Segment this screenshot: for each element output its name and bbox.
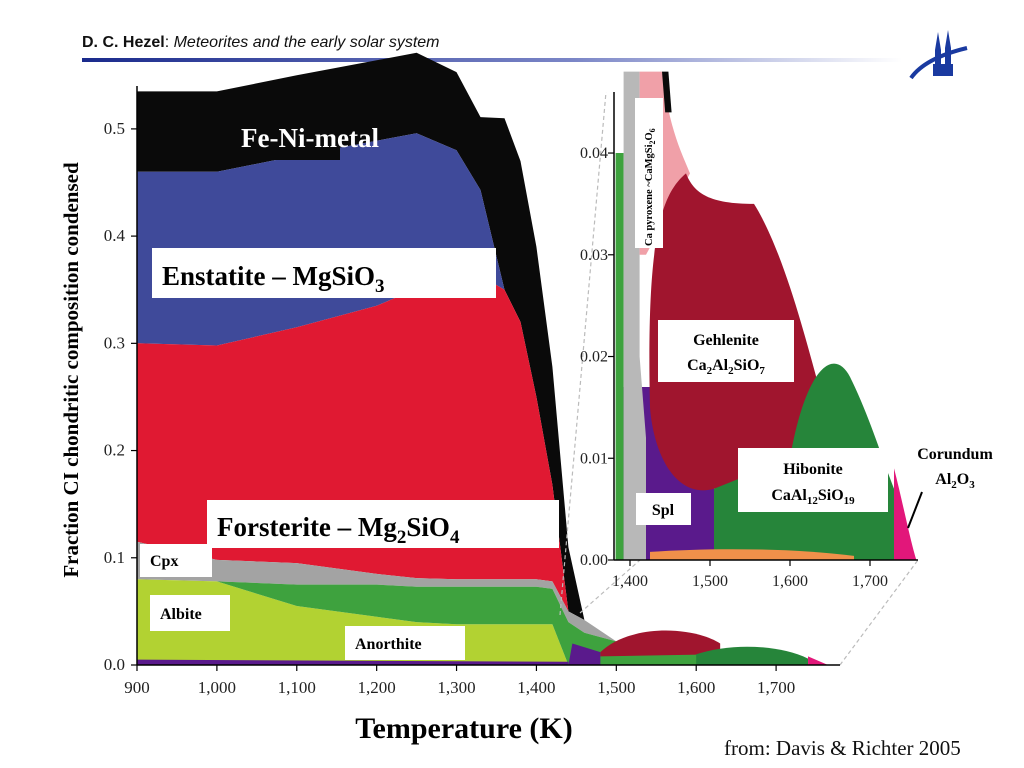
main-x-tick-label: 1,500	[597, 678, 635, 697]
hibonite-label-box	[738, 448, 888, 512]
forsterite-label-sub2: 4	[450, 527, 460, 548]
fe-ni-metal-region	[137, 52, 824, 666]
ca-pyroxene-sub1: 2	[648, 140, 657, 144]
main-y-tick-label: 0.1	[104, 548, 125, 567]
header-separator: :	[164, 34, 170, 51]
fe-ni-metal-label: Fe-Ni-metal	[241, 123, 379, 153]
hibonite-formula: CaAl12SiO19	[771, 487, 855, 507]
corundum-label: Corundum	[917, 446, 993, 463]
main-x-tick-label: 1,000	[198, 678, 236, 697]
lecture-subtitle: Meteorites and the early solar system	[173, 34, 440, 51]
gehlenite-label-box	[658, 320, 794, 382]
gehlenite-label: Gehlenite	[693, 332, 759, 349]
enstatite-label: Enstatite – MgSiO3	[162, 261, 385, 297]
ca-pyroxene-label: Ca pyroxene ~CaMgSi2O6	[644, 128, 657, 246]
main-y-tick-label: 0.3	[104, 333, 125, 352]
inset-y-tick-label: 0.01	[580, 450, 608, 467]
source-citation: from: Davis & Richter 2005	[724, 736, 961, 760]
cathedral-logo-icon	[909, 30, 968, 80]
main-y-tick-label: 0.4	[104, 226, 126, 245]
main-hibonite-region	[696, 646, 809, 665]
main-y-tick-label: 0.5	[104, 119, 125, 138]
inset-y-tick-label: 0.03	[580, 247, 608, 264]
zoom-guide-right	[839, 559, 919, 666]
ca-pyroxene-label-box	[635, 98, 663, 248]
inset-x-tick-label: 1,400	[612, 573, 648, 590]
enstatite-label-text: Enstatite – MgSiO	[162, 261, 375, 291]
enstatite-label-sub: 3	[375, 276, 385, 297]
inset-ca-pyroxene-region	[623, 71, 646, 561]
main-x-tick-label: 1,600	[677, 678, 715, 697]
zoom-guide-left	[579, 559, 641, 614]
main-corundum-region	[808, 656, 829, 665]
ca-pyroxene-label-text: Ca pyroxene ~CaMgSi	[644, 144, 655, 246]
metal-label-box	[255, 118, 340, 160]
inset-y-tick-label: 0.00	[580, 552, 608, 569]
main-x-tick-label: 1,400	[517, 678, 555, 697]
albite-region	[137, 579, 824, 665]
spl-label-box	[636, 493, 691, 525]
anorthite-region	[137, 579, 824, 665]
ca-pyroxene-sub2: 6	[648, 128, 657, 132]
x-axis-title: Temperature (K)	[355, 712, 572, 745]
zoom-guide-top	[559, 91, 607, 616]
main-x-tick-label: 1,300	[437, 678, 475, 697]
main-axes: 900 1,000 1,100 1,200 1,300 1,400 1,500 1,600 1,…	[104, 86, 840, 697]
inset-orange-phase-strip	[650, 549, 854, 560]
main-x-tick-label: 900	[124, 678, 150, 697]
main-x-tick-label: 1,700	[757, 678, 795, 697]
inset-x-tick-label: 1,700	[852, 573, 888, 590]
author-name: D. C. Hezel	[82, 34, 165, 51]
enstatite-label-box	[152, 248, 496, 298]
main-bottom-spinel-strip	[137, 659, 569, 665]
main-y-tick-label: 0.0	[104, 655, 125, 674]
corundum-formula: Al2O3	[935, 471, 975, 491]
forsterite-label: Forsterite – Mg2SiO4	[217, 512, 460, 548]
hibonite-label: Hibonite	[783, 461, 843, 478]
albite-label-box	[150, 595, 230, 631]
anorthite-label-box	[345, 626, 465, 660]
forsterite-label-mid: SiO	[406, 512, 450, 542]
forsterite-region	[137, 275, 824, 665]
inset-axes: 1,400 1,500 1,600 1,700 0.00 0.01 0.02 0.03 0.04	[580, 92, 918, 590]
cpx-label-box	[140, 544, 212, 577]
anorthite-label: Anorthite	[355, 636, 422, 653]
main-x-tick-label: 1,100	[278, 678, 316, 697]
slide-header: D. C. Hezel: Meteorites and the early so…	[82, 34, 439, 52]
main-x-tick-label: 1,200	[358, 678, 396, 697]
corundum-pointer	[907, 491, 923, 529]
y-axis-title: Fraction CI chondritic composition conde…	[59, 162, 83, 578]
cpx-region	[137, 541, 824, 665]
header-rule	[82, 58, 902, 62]
inset-corundum-region	[894, 468, 917, 560]
forsterite-label-sub1: 2	[397, 527, 407, 548]
inset-x-tick-label: 1,500	[692, 573, 728, 590]
forsterite-label-box	[207, 500, 559, 548]
main-spinel-region	[568, 643, 601, 665]
ca-pyroxene-mid: O	[644, 132, 655, 140]
forsterite-label-text: Forsterite – Mg	[217, 512, 397, 542]
inset-x-tick-label: 1,600	[772, 573, 808, 590]
main-y-tick-label: 0.2	[104, 441, 125, 460]
inset-y-tick-label: 0.04	[580, 145, 608, 162]
albite-label: Albite	[160, 606, 202, 623]
spl-label: Spl	[652, 502, 675, 519]
inset-y-tick-label: 0.02	[580, 349, 608, 366]
inset-green-region	[615, 153, 624, 561]
main-gehlenite-region	[600, 630, 721, 657]
cpx-label: Cpx	[150, 553, 178, 570]
inset-metal-region	[662, 71, 672, 113]
gehlenite-formula: Ca2Al2SiO7	[687, 357, 765, 377]
